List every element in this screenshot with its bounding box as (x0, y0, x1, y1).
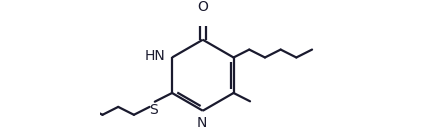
Text: N: N (196, 115, 207, 129)
Text: S: S (149, 103, 157, 117)
Text: O: O (197, 0, 208, 14)
Text: HN: HN (144, 49, 165, 63)
